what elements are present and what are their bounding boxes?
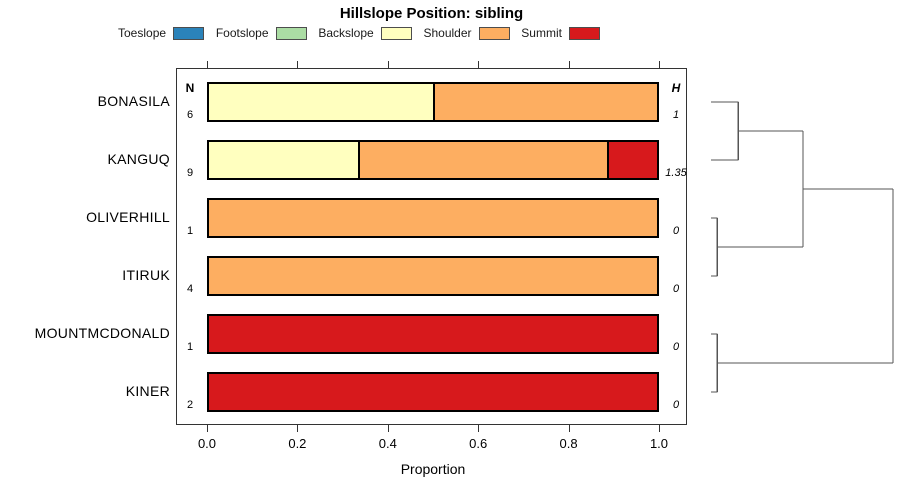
x-axis-top-tick (659, 61, 660, 68)
x-tick-label: 1.0 (649, 436, 669, 451)
legend-entry-label: Backslope (318, 26, 374, 40)
legend-entry-shoulder: Shoulder (423, 26, 510, 40)
h-value: 0 (672, 225, 680, 237)
plot-frame (176, 68, 687, 425)
bar-segment-shoulder (358, 142, 608, 178)
summit-swatch (568, 26, 600, 40)
x-tick-label: 0.0 (197, 436, 217, 451)
legend-entry-label: Shoulder (423, 26, 472, 40)
x-tick-label: 0.2 (288, 436, 307, 451)
x-axis-top-tick (297, 61, 299, 68)
chart-title: Hillslope Position: sibling (339, 5, 524, 22)
legend-entry-backslope: Backslope (318, 26, 412, 40)
x-axis-tick (387, 425, 389, 432)
legend-entry-toeslope: Toeslope (118, 26, 205, 40)
legend-entry-label: Summit (521, 26, 562, 40)
backslope-swatch (380, 26, 412, 40)
n-value: 1 (186, 341, 194, 353)
legend-entry-footslope: Footslope (216, 26, 307, 40)
stacked-bar (207, 198, 659, 238)
n-column-header: N (185, 81, 195, 95)
n-value: 4 (186, 283, 194, 295)
x-axis-tick (478, 425, 480, 432)
h-value: 0 (672, 399, 680, 411)
legend-entry-label: Footslope (215, 26, 269, 40)
bar-segment-backslope (209, 142, 359, 178)
x-tick-label: 0.4 (378, 436, 397, 451)
h-column-header: H (671, 81, 681, 95)
toeslope-swatch (173, 26, 205, 40)
n-value: 6 (186, 109, 194, 121)
h-value: 0 (672, 283, 680, 295)
h-value: 0 (672, 341, 680, 353)
n-value: 2 (186, 399, 194, 411)
stacked-bar (207, 256, 659, 296)
x-axis-tick (297, 425, 299, 432)
stacked-bar (207, 140, 659, 180)
row-label: KANGUQ (107, 151, 170, 167)
shoulder-swatch (478, 26, 510, 40)
x-tick-label: 0.8 (559, 436, 578, 451)
x-axis-tick (207, 425, 208, 432)
bar-segment-backslope (209, 84, 433, 120)
h-value: 1.35 (665, 167, 687, 179)
bar-segment-shoulder (209, 258, 657, 294)
x-tick-label: 0.6 (469, 436, 488, 451)
x-axis-top-tick (207, 61, 208, 68)
stacked-bar (207, 82, 659, 122)
n-value: 1 (186, 225, 194, 237)
row-label: KINER (125, 383, 170, 399)
legend-entry-summit: Summit (521, 26, 600, 40)
x-axis-top-tick (568, 61, 570, 68)
row-label: BONASILA (97, 93, 170, 109)
legend: Toeslope Footslope Backslope Shoulder Summit (118, 26, 600, 40)
x-axis-tick (568, 425, 570, 432)
bar-segment-summit (607, 142, 657, 178)
h-value: 1 (672, 109, 680, 121)
row-label: ITIRUK (122, 267, 170, 283)
n-value: 9 (186, 167, 194, 179)
x-axis-top-tick (478, 61, 480, 68)
footslope-swatch (275, 26, 307, 40)
row-label: MOUNTMCDONALD (34, 325, 170, 341)
bar-segment-shoulder (209, 200, 657, 236)
legend-entry-label: Toeslope (118, 26, 167, 40)
bar-segment-summit (209, 374, 657, 410)
bar-segment-shoulder (433, 84, 657, 120)
x-axis-tick (659, 425, 660, 432)
x-axis-top-tick (387, 61, 389, 68)
row-label: OLIVERHILL (86, 209, 170, 225)
bar-segment-summit (209, 316, 657, 352)
stacked-bar (207, 314, 659, 354)
dendrogram (711, 101, 894, 393)
stacked-bar (207, 372, 659, 412)
x-axis-label: Proportion (400, 461, 466, 477)
